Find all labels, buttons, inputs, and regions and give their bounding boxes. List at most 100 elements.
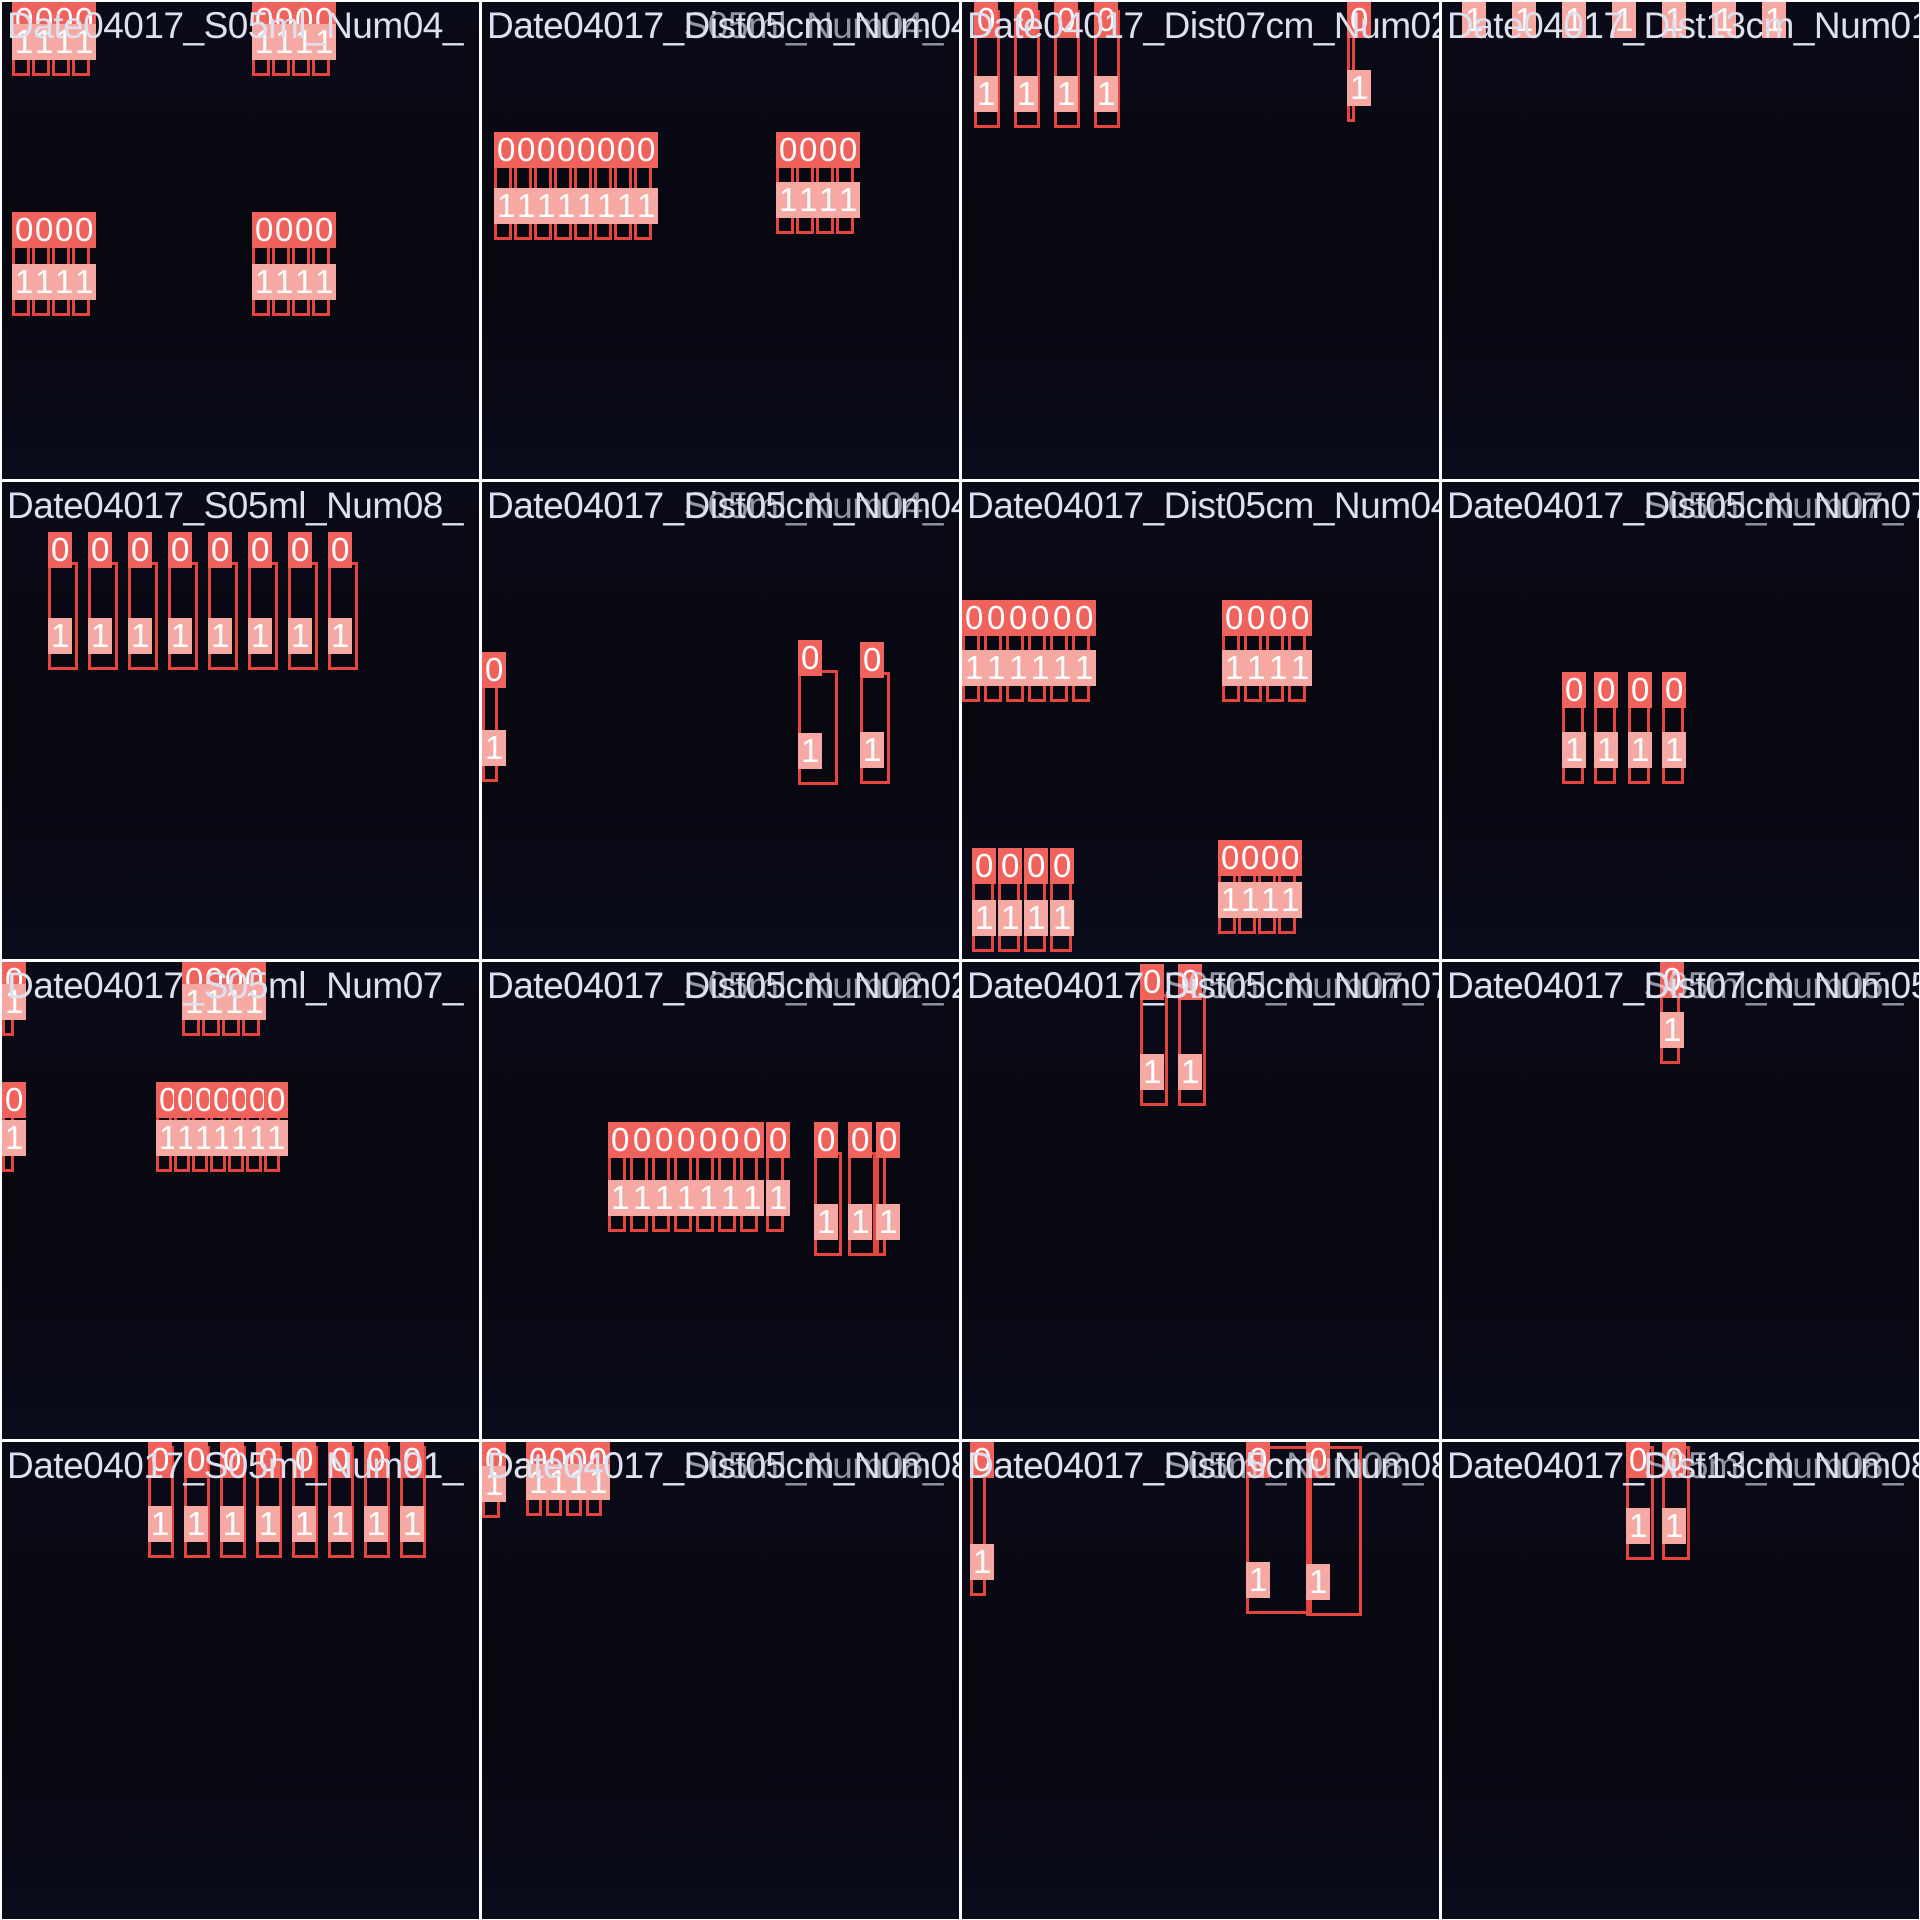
tile-title: Date04017_Dist05cm_Num02_	[487, 965, 959, 1006]
class-label-0: 0	[228, 1082, 253, 1118]
class-label-1: 1	[1628, 732, 1653, 768]
class-label-1: 1	[1258, 882, 1283, 918]
class-label-0: 0	[12, 212, 37, 248]
detection-box	[272, 242, 290, 316]
class-label-0: 0	[192, 1082, 217, 1118]
detection-box	[192, 1112, 208, 1172]
detection-box	[1218, 870, 1236, 934]
class-label-1: 1	[1266, 650, 1291, 686]
class-label-1: 1	[614, 188, 639, 224]
class-label-1: 1	[974, 76, 999, 112]
tile-title: Date04017_Dist05cm_Num04_	[967, 485, 1439, 526]
class-label-0: 0	[246, 1082, 271, 1118]
class-label-1: 1	[328, 1506, 353, 1542]
detection-box	[1266, 630, 1284, 702]
mosaic-tile: 0 1 0 1 0 1 Date04017_S05ml_Num04_ Date04017_…	[482, 482, 959, 959]
class-label-1: 1	[1662, 1508, 1687, 1544]
detection-box	[836, 162, 854, 234]
class-label-0: 0	[1006, 600, 1031, 636]
class-label-1: 1	[1178, 1054, 1203, 1090]
class-label-0: 0	[1050, 600, 1075, 636]
class-label-1: 1	[1140, 1054, 1165, 1090]
class-label-0: 0	[814, 1122, 839, 1158]
class-label-0: 0	[514, 132, 539, 168]
detection-box	[1028, 630, 1046, 702]
class-label-1: 1	[1246, 1562, 1271, 1598]
class-label-1: 1	[192, 1120, 217, 1156]
class-label-1: 1	[1094, 76, 1119, 112]
detection-box	[718, 1152, 736, 1232]
class-label-1: 1	[1014, 76, 1039, 112]
class-label-1: 1	[798, 733, 823, 769]
class-label-1: 1	[1626, 1508, 1651, 1544]
class-label-1: 1	[608, 1180, 633, 1216]
detection-box	[264, 1112, 280, 1172]
detection-box	[1628, 702, 1650, 784]
class-label-1: 1	[554, 188, 579, 224]
detection-box	[1562, 702, 1584, 784]
detection-box	[740, 1152, 758, 1232]
detection-box	[174, 1112, 190, 1172]
class-label-0: 0	[860, 642, 885, 678]
detection-box	[814, 1152, 842, 1256]
tile-title: Date04017_S05ml_Num08_	[7, 485, 463, 526]
class-label-0: 0	[52, 212, 77, 248]
class-label-0: 0	[696, 1122, 721, 1158]
detection-box	[1594, 702, 1616, 784]
class-label-1: 1	[534, 188, 559, 224]
class-label-0: 0	[208, 532, 233, 568]
detection-box	[962, 630, 980, 702]
detection-box	[1050, 878, 1072, 952]
class-label-1: 1	[1662, 732, 1687, 768]
tile-title: Date04017_Dist07cm_Num05_	[1447, 965, 1919, 1006]
detection-box	[984, 630, 1002, 702]
tile-title: Date04017_Dist05cm_Num07_	[967, 965, 1439, 1006]
detection-box	[1024, 878, 1046, 952]
detection-box	[796, 162, 814, 234]
detection-box	[482, 682, 498, 782]
class-label-0: 0	[252, 212, 277, 248]
class-label-1: 1	[1238, 882, 1263, 918]
tile-title: Date04017_Dist05cm_Num07_	[1447, 485, 1919, 526]
class-label-1: 1	[208, 618, 233, 654]
class-label-0: 0	[1238, 840, 1263, 876]
class-label-0: 0	[674, 1122, 699, 1158]
class-label-1: 1	[1347, 70, 1372, 106]
class-label-1: 1	[1024, 900, 1049, 936]
detection-box	[292, 242, 310, 316]
class-label-1: 1	[1562, 732, 1587, 768]
class-label-1: 1	[816, 182, 841, 218]
detection-box	[248, 562, 278, 670]
class-label-0: 0	[88, 532, 113, 568]
class-label-0: 0	[718, 1122, 743, 1158]
class-label-0: 0	[848, 1122, 873, 1158]
class-label-1: 1	[272, 264, 297, 300]
detection-box	[634, 162, 652, 240]
detection-box	[1072, 630, 1090, 702]
class-label-1: 1	[364, 1506, 389, 1542]
detection-box	[1006, 630, 1024, 702]
class-label-0: 0	[1278, 840, 1303, 876]
class-label-0: 0	[998, 848, 1023, 884]
class-label-0: 0	[614, 132, 639, 168]
class-label-0: 0	[1028, 600, 1053, 636]
class-label-0: 0	[1288, 600, 1313, 636]
detection-box	[608, 1152, 626, 1232]
tile-title-overlap: Date04017_S05ml_Num05_	[1447, 965, 1903, 1006]
class-label-0: 0	[248, 532, 273, 568]
detection-box	[252, 242, 270, 316]
class-label-1: 1	[574, 188, 599, 224]
class-label-1: 1	[972, 900, 997, 936]
class-label-0: 0	[1218, 840, 1243, 876]
class-label-0: 0	[1266, 600, 1291, 636]
class-label-0: 0	[1222, 600, 1247, 636]
